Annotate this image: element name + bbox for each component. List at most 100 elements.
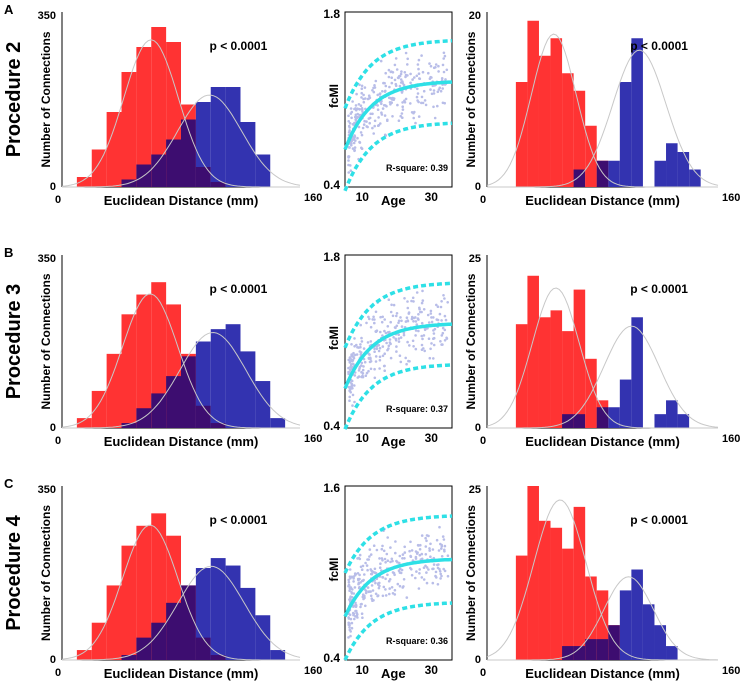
panel-a-middle-point xyxy=(394,84,398,87)
panel-a-right-p-value: p < 0.0001 xyxy=(630,39,688,53)
panel-b-middle-point xyxy=(352,356,356,360)
panel-b-middle-point xyxy=(369,356,372,360)
panel-c-middle-point xyxy=(417,544,420,547)
panel-c-middle-point xyxy=(398,584,402,588)
panel-a-middle-point xyxy=(394,57,398,60)
panel-c-right-bar-blue xyxy=(619,590,632,660)
panel-a-middle-point xyxy=(420,101,423,105)
panel-a-left-ytick-min: 0 xyxy=(50,181,56,193)
panel-b-middle-point xyxy=(378,355,382,359)
panel-a-middle-point xyxy=(350,116,353,120)
panel-c-middle-point xyxy=(402,585,405,588)
panel-a-middle-point xyxy=(383,90,387,93)
panel-c-middle-point xyxy=(394,551,397,555)
panel-c-middle-point xyxy=(378,566,382,569)
panel-c-middle-point xyxy=(390,557,394,561)
panel-b-middle-upper-bound xyxy=(343,281,453,349)
panel-a-middle-point xyxy=(381,90,384,93)
panel-b-middle-point xyxy=(411,339,415,343)
panel-b-left-x-label: Euclidean Distance (mm) xyxy=(104,434,259,449)
panel-b-middle-y-label: fcMI xyxy=(327,326,341,350)
panel-b-middle-point xyxy=(404,320,408,323)
panel-c-middle-point xyxy=(374,592,378,596)
panel-c-middle-point xyxy=(354,604,358,608)
panel-b-left-ytick-min: 0 xyxy=(50,422,56,434)
panel-b-right-bar-red xyxy=(550,310,563,428)
panel-c-middle-point xyxy=(422,566,426,569)
panel-a-left-bar-overlap xyxy=(195,167,211,187)
panel-b-middle-point xyxy=(441,326,445,330)
panel-a-middle-point xyxy=(360,91,364,95)
panel-c-middle-point xyxy=(393,573,396,577)
panel-b-right-bar-red xyxy=(573,289,586,428)
panel-c-middle-point xyxy=(352,580,355,583)
panel-b-left-bar-red xyxy=(136,294,152,428)
panel-c-middle-point xyxy=(356,616,359,619)
panel-c-middle-xtick-10: 10 xyxy=(356,663,370,677)
panel-b-right-ytick-max: 25 xyxy=(469,253,481,265)
panel-c-right-bar-blue xyxy=(666,646,678,660)
panel-c-middle-point xyxy=(446,574,450,578)
panel-b-middle-point xyxy=(399,316,402,319)
panel-a-middle-point xyxy=(347,171,351,174)
panel-c-middle-point xyxy=(425,539,428,543)
panel-a-right-bar-red xyxy=(573,90,586,187)
panel-b-middle-point xyxy=(442,294,445,297)
panel-b-middle-xtick-30: 30 xyxy=(425,431,439,445)
panel-b-middle-point xyxy=(432,343,436,347)
panel-b-middle-point xyxy=(444,318,448,322)
panel-c-middle-point xyxy=(350,626,354,630)
panel-a-middle-point xyxy=(409,81,412,85)
panel-b-middle-point xyxy=(374,360,378,363)
panel-b-middle-point xyxy=(353,384,356,387)
panel-c-middle-point xyxy=(377,586,381,590)
panel-c-middle-point xyxy=(388,587,392,590)
panel-b-middle-point xyxy=(432,336,436,340)
panel-b-middle-point xyxy=(406,319,410,323)
panel-c-middle-point xyxy=(381,594,385,598)
panel-c-middle-point xyxy=(374,581,377,585)
panel-a-middle-point xyxy=(376,108,380,111)
panel-c-middle-point xyxy=(414,557,418,560)
panel-b-middle-point xyxy=(430,320,434,324)
panel-c-right-bar-overlap xyxy=(608,625,620,660)
panel-b-middle-point xyxy=(420,301,424,305)
panel-a-middle-point xyxy=(362,93,365,97)
panel-a-middle-point xyxy=(349,164,352,167)
panel-c-right-bar-overlap xyxy=(573,646,586,660)
panel-c-middle-point xyxy=(347,617,351,620)
panel-b-left-bar-red xyxy=(151,282,167,428)
panel-a-middle-point xyxy=(432,105,435,109)
panel-a-middle-point xyxy=(358,83,361,87)
panel-c-middle-point xyxy=(424,536,427,540)
panel-c-middle-point xyxy=(349,577,352,580)
panel-a-middle-point xyxy=(400,70,403,73)
panel-a-left-bar-overlap xyxy=(151,154,167,187)
panel-b-left-bar-overlap xyxy=(121,423,137,428)
panel-b-middle-point xyxy=(348,356,352,359)
panel-b-middle-point xyxy=(375,345,379,348)
panel-a-middle-point xyxy=(416,87,419,91)
panel-c-middle-point xyxy=(347,636,350,639)
panel-c-middle-point xyxy=(425,581,429,585)
panel-c-middle-point xyxy=(354,601,357,605)
panel-a-middle-point xyxy=(391,115,394,118)
panel-b-middle-point xyxy=(427,337,431,341)
panel-a-middle-point xyxy=(392,98,396,101)
panel-b-middle-point xyxy=(372,315,375,319)
panel-b-middle-point xyxy=(374,330,378,334)
panel-b-middle-point xyxy=(358,350,362,353)
panel-b-middle-point xyxy=(382,364,386,368)
panel-b-left-bar-overlap xyxy=(136,408,152,428)
panel-a-right-bar-blue xyxy=(666,143,678,187)
panel-a-middle-point xyxy=(355,108,358,112)
panel-b-middle-point xyxy=(357,346,361,349)
panel-b-middle-point xyxy=(367,315,370,319)
panel-c-middle-point xyxy=(437,549,441,552)
panel-b-middle-point xyxy=(347,358,351,362)
panel-a-left-xtick-min: 0 xyxy=(55,194,61,206)
panel-c-middle-point xyxy=(381,544,384,548)
panel-a-middle-point xyxy=(442,57,446,60)
panel-a-middle-frame xyxy=(344,11,453,188)
panel-a-middle-point xyxy=(371,89,374,92)
